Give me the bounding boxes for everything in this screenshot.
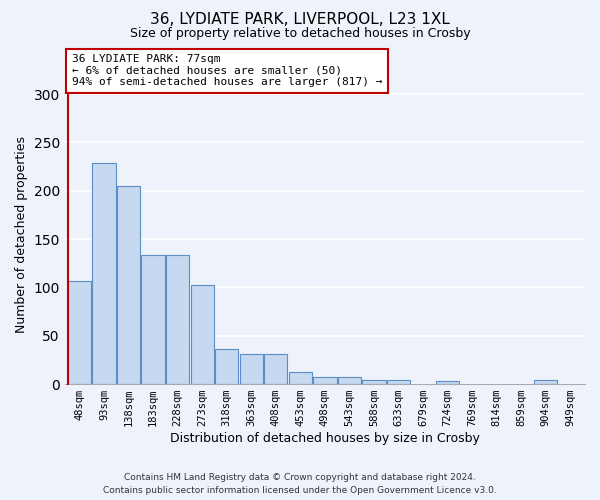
Bar bbox=[239, 354, 263, 384]
Text: Contains HM Land Registry data © Crown copyright and database right 2024.
Contai: Contains HM Land Registry data © Crown c… bbox=[103, 474, 497, 495]
Bar bbox=[313, 378, 337, 384]
Bar bbox=[142, 254, 165, 384]
Bar bbox=[264, 354, 287, 384]
Text: Size of property relative to detached houses in Crosby: Size of property relative to detached ho… bbox=[130, 28, 470, 40]
Text: 36 LYDIATE PARK: 77sqm
← 6% of detached houses are smaller (50)
94% of semi-deta: 36 LYDIATE PARK: 77sqm ← 6% of detached … bbox=[71, 54, 382, 88]
Text: 36, LYDIATE PARK, LIVERPOOL, L23 1XL: 36, LYDIATE PARK, LIVERPOOL, L23 1XL bbox=[150, 12, 450, 28]
Bar bbox=[92, 163, 116, 384]
Bar bbox=[68, 280, 91, 384]
Bar bbox=[166, 254, 190, 384]
Bar bbox=[387, 380, 410, 384]
Bar bbox=[338, 378, 361, 384]
Bar bbox=[362, 380, 386, 384]
Bar bbox=[215, 350, 238, 384]
Bar bbox=[534, 380, 557, 384]
Y-axis label: Number of detached properties: Number of detached properties bbox=[15, 136, 28, 333]
Bar bbox=[191, 284, 214, 384]
X-axis label: Distribution of detached houses by size in Crosby: Distribution of detached houses by size … bbox=[170, 432, 480, 445]
Bar bbox=[117, 186, 140, 384]
Bar bbox=[289, 372, 312, 384]
Bar bbox=[436, 381, 459, 384]
